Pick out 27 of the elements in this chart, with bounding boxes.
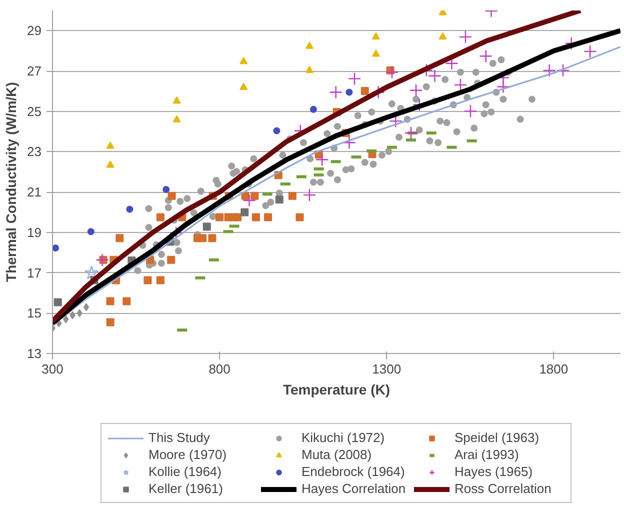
- y-tick-label: 15: [27, 306, 42, 321]
- x-axis-title: Temperature (K): [282, 382, 390, 398]
- legend-label: Kollie (1964): [148, 464, 222, 479]
- legend-label: Hayes (1965): [454, 464, 534, 479]
- x-tick-label: 1300: [372, 362, 402, 376]
- y-tick-label: 13: [27, 346, 42, 361]
- legend-label: This Study: [148, 430, 211, 445]
- legend-label: Hayes Correlation: [302, 481, 407, 496]
- y-tick-label: 19: [27, 224, 42, 240]
- x-tick-label: 300: [42, 362, 64, 376]
- y-tick-label: 17: [27, 265, 42, 280]
- y-axis-title: Thermal Conductivity (W/m/K): [3, 82, 20, 282]
- y-tick-label: 27: [27, 64, 42, 79]
- legend-label: Ross Correlation: [454, 481, 552, 496]
- y-tick-label: 25: [27, 104, 42, 119]
- legend-label: Endebrock (1964): [302, 464, 406, 479]
- legend-label: Arai (1993): [454, 447, 520, 462]
- x-tick-label: 800: [208, 362, 230, 376]
- legend-label: Moore (1970): [148, 447, 228, 462]
- legend-label: Speidel (1963): [454, 430, 540, 445]
- y-tick-label: 29: [27, 23, 42, 38]
- y-tick-label: 21: [27, 184, 42, 200]
- legend-label: Muta (2008): [302, 447, 373, 462]
- y-tick-label: 23: [27, 144, 42, 160]
- legend-label: Keller (1961): [148, 481, 224, 496]
- legend-label: Kikuchi (1972): [302, 430, 386, 445]
- x-tick-label: 1800: [539, 362, 568, 376]
